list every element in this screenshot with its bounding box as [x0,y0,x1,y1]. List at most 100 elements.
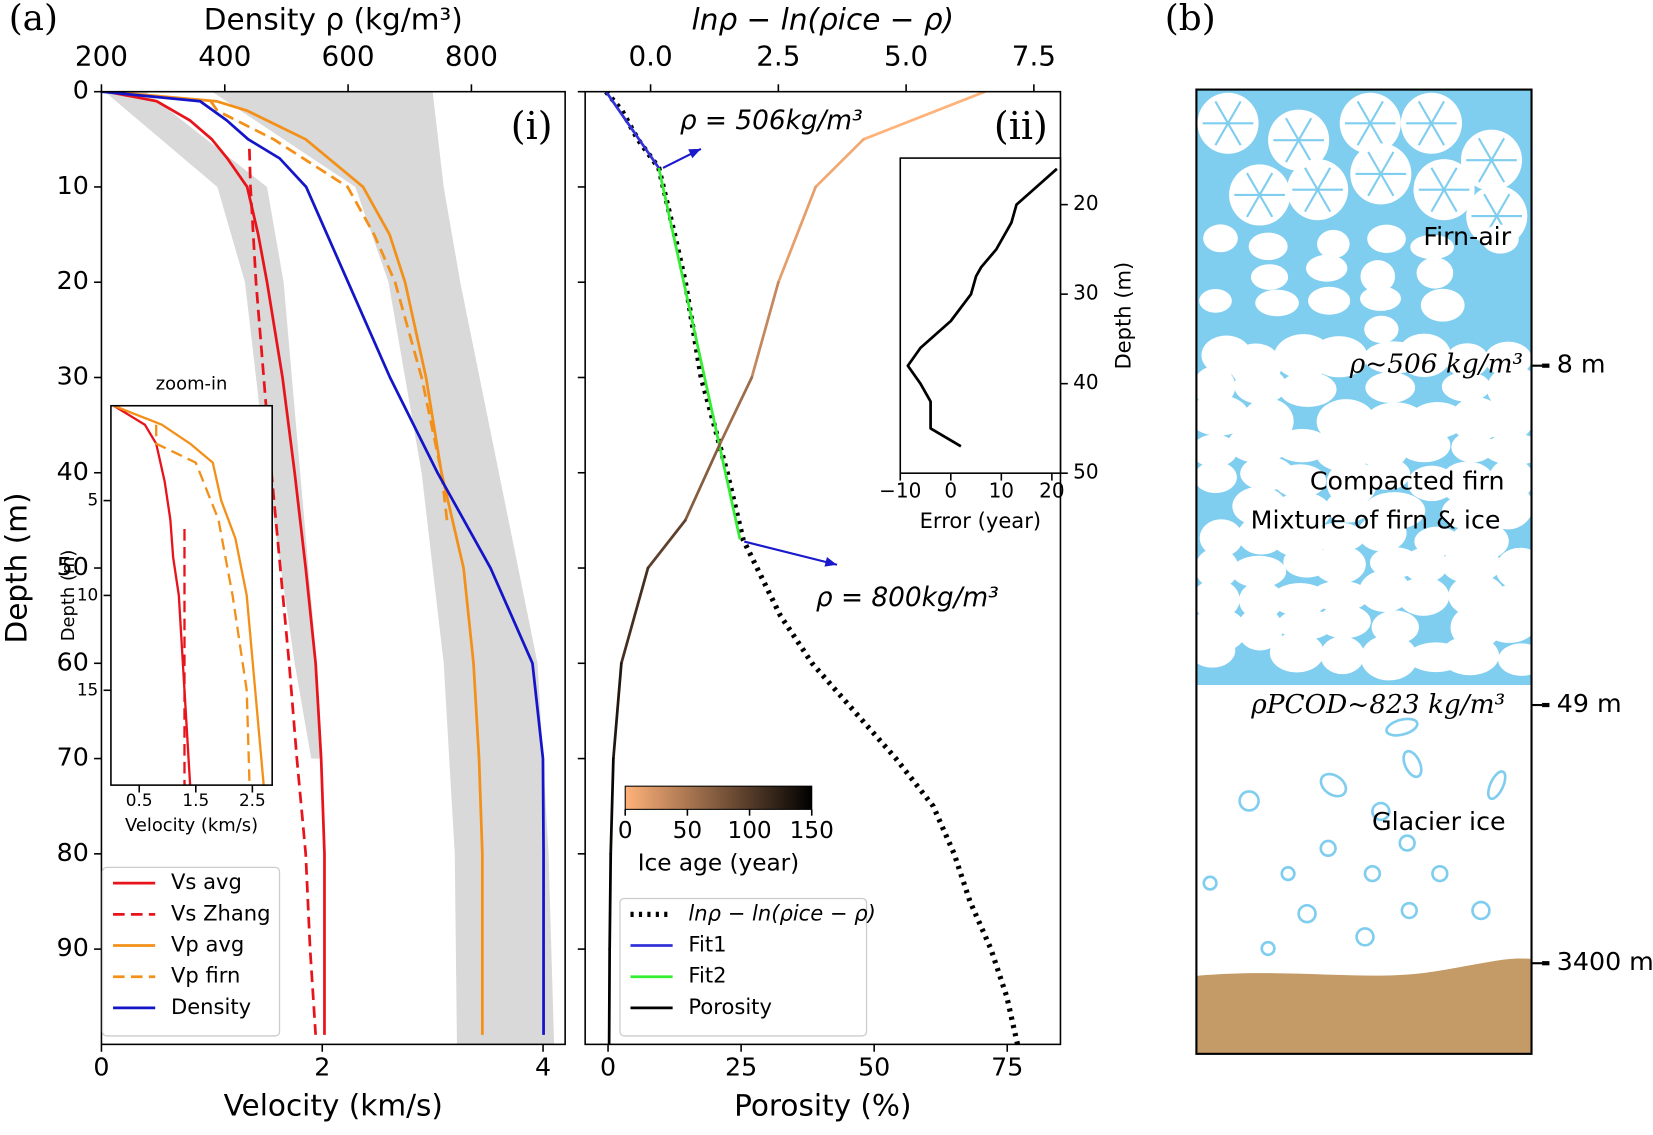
x-tick-label: 0 [600,1052,616,1081]
snowflake-arm [1246,172,1261,196]
colorbar-tick-label: 100 [727,817,771,844]
firn-grain [1313,545,1366,584]
firn-grain [1441,495,1492,529]
firn-grain [1481,224,1519,254]
layer-label: Glacier ice [1372,807,1506,836]
y-tick-label: 15 [77,679,98,699]
firn-grain [1495,547,1546,590]
firn-grain [1360,634,1418,681]
snowflake-arm [1214,122,1229,146]
firn-grain [1483,483,1533,530]
firn-grain [1410,234,1455,260]
snowflake-arm [1379,151,1395,175]
legend-label: Vs avg [171,869,242,894]
y-tick-label: 50 [1073,460,1098,484]
plot-area [900,158,1061,474]
legend-label: Vp avg [171,932,244,957]
y-tick-label: 90 [57,933,89,962]
firn-grain [1440,635,1500,676]
density-label: ρ~506 kg/m³ [1349,350,1523,380]
chart-title: zoom-in [156,374,228,395]
snowflake-arm [1477,137,1493,161]
firn-grain [1360,260,1396,293]
x-tick-label: −10 [879,479,921,503]
firn-grain [1397,333,1451,378]
air-bubble [1280,866,1296,882]
x-axis-label: Velocity (km/s) [224,1089,443,1123]
firn-grain [1363,458,1411,490]
snowflake-arm [1417,100,1433,124]
annotation-arrowhead [824,557,837,567]
air-bubble [1431,864,1449,883]
x-tick-label: 0 [944,479,957,503]
air-bubble [1319,839,1337,858]
colored-segment [683,442,722,522]
y-tick-label: 10 [57,171,89,200]
depth-label: 3400 m [1557,947,1653,976]
series-line [248,148,317,1035]
x-tick-label: 1.5 [182,790,209,810]
firn-grain [1237,607,1283,651]
firn-grain [1420,288,1465,322]
firn-grain [1416,257,1454,289]
firn-grain [1316,399,1376,445]
firn-grain [1194,461,1237,494]
colored-segment [718,376,754,446]
firn-grain [1273,492,1332,531]
colored-segment [607,947,612,1045]
snowflake-arm [1367,151,1382,175]
firn-grain [1250,264,1289,290]
legend-label: Fit1 [688,932,726,957]
x-tick-label: 0.5 [126,790,153,810]
snowflake-arm [1490,137,1506,161]
firn-grain [1325,490,1370,523]
x2-axis-label: Density ρ (kg/m³) [204,2,463,36]
snowflake-arm [1297,139,1313,163]
snowflake-arm [1430,100,1445,124]
series-line [209,100,449,521]
x-tick-label: 75 [991,1052,1023,1081]
series-line [106,91,484,1035]
y-tick-label: 70 [57,743,89,772]
x2-tick-label: 7.5 [1012,40,1056,73]
firn-grain [1402,547,1448,583]
firn-grain [1189,633,1236,668]
y-axis-label: Depth (m) [1111,262,1136,370]
x-tick-label: 50 [858,1052,890,1081]
snowflake-arm [1214,100,1229,124]
firn-grain [1234,367,1287,405]
snowflake-arm [1369,122,1384,146]
snowflake-arm [1379,173,1395,197]
colorbar-tick-label: 50 [673,817,702,844]
y-tick-label: 20 [57,266,89,295]
y-tick-label: 30 [57,361,89,390]
annotation: ρ = 506kg/m³ [680,106,863,136]
panel-label: (i) [511,104,553,148]
legend-label: Porosity [688,994,771,1019]
series-line [657,167,742,540]
y-tick-label: 0 [73,76,89,105]
firn-grain [1365,372,1416,403]
firn-grain [1482,394,1535,442]
y-tick-label: 40 [57,457,89,486]
legend-label: Density [171,994,251,1019]
firn-grain [1483,433,1545,466]
plot [113,405,265,786]
y-tick-label: 5 [88,490,99,510]
air-bubble [1398,834,1416,852]
snowflake-arm [1495,193,1511,217]
colored-segment [750,280,780,379]
air-bubble [1202,875,1218,891]
firn-grain [1360,286,1402,311]
colored-segment [646,519,687,570]
air-bubble [1471,900,1491,921]
firn-grain [1237,516,1286,555]
x2-axis-label: lnρ − ln(ρice − ρ) [692,2,955,36]
y-tick-label: 30 [1073,281,1098,305]
colored-segment [619,566,650,665]
plot [101,91,555,1045]
firn-grain [1441,371,1491,402]
snowflake-arm [1258,172,1274,196]
